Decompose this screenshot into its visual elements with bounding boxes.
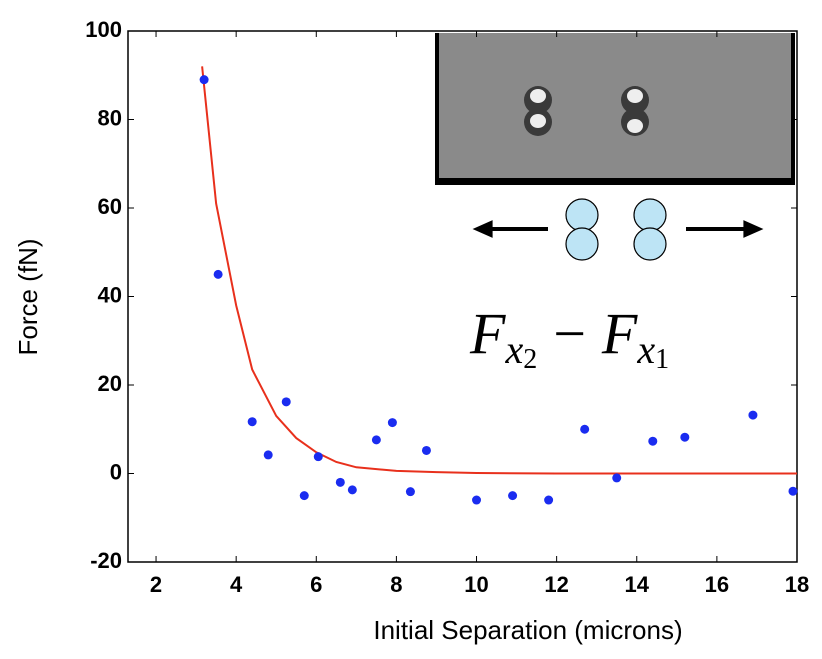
data-point bbox=[371, 435, 381, 445]
data-point bbox=[281, 397, 291, 407]
inset-image bbox=[435, 33, 795, 185]
y-tick-label: 20 bbox=[98, 371, 122, 396]
formula-part: 2 bbox=[523, 344, 537, 375]
data-point bbox=[213, 269, 223, 279]
diagram bbox=[472, 198, 764, 261]
data-point bbox=[680, 432, 690, 442]
data-point bbox=[347, 485, 357, 495]
data-point bbox=[421, 445, 431, 455]
data-point bbox=[405, 487, 415, 497]
formula-part: x bbox=[636, 327, 655, 372]
y-tick-label: 40 bbox=[98, 282, 122, 307]
x-tick-label: 12 bbox=[544, 572, 568, 597]
data-point bbox=[648, 436, 658, 446]
data-point bbox=[313, 452, 323, 462]
x-tick-label: 18 bbox=[785, 572, 809, 597]
x-tick-label: 4 bbox=[230, 572, 243, 597]
data-point bbox=[580, 424, 590, 434]
x-tick-label: 6 bbox=[310, 572, 322, 597]
y-tick-label: -20 bbox=[90, 548, 122, 573]
data-point bbox=[199, 75, 209, 85]
y-tick-label: 0 bbox=[110, 459, 122, 484]
x-tick-label: 2 bbox=[150, 572, 162, 597]
data-point bbox=[508, 491, 518, 501]
y-axis-label: Force (fN) bbox=[13, 239, 43, 356]
formula-part: F bbox=[601, 301, 638, 366]
data-point bbox=[472, 495, 482, 505]
data-point bbox=[299, 491, 309, 501]
data-point bbox=[612, 473, 622, 483]
formula-part: F bbox=[469, 301, 506, 366]
y-tick-label: 80 bbox=[98, 105, 122, 130]
data-point bbox=[788, 486, 798, 496]
data-point bbox=[387, 418, 397, 428]
fit-line bbox=[201, 66, 797, 475]
data-point bbox=[544, 495, 554, 505]
x-tick-label: 10 bbox=[464, 572, 488, 597]
data-point bbox=[748, 410, 758, 420]
x-axis-label: Initial Separation (microns) bbox=[373, 615, 682, 645]
formula-part: 1 bbox=[655, 344, 669, 375]
data-point bbox=[263, 450, 273, 460]
y-tick-label: 60 bbox=[98, 194, 122, 219]
x-tick-label: 16 bbox=[705, 572, 729, 597]
x-tick-label: 14 bbox=[625, 572, 650, 597]
formula: Fx2− Fx1 bbox=[469, 301, 669, 375]
y-tick-label: 100 bbox=[85, 17, 122, 42]
data-point bbox=[247, 417, 257, 427]
formula-part: − bbox=[553, 301, 586, 366]
data-point bbox=[335, 477, 345, 487]
formula-part: x bbox=[504, 327, 523, 372]
x-tick-label: 8 bbox=[390, 572, 402, 597]
